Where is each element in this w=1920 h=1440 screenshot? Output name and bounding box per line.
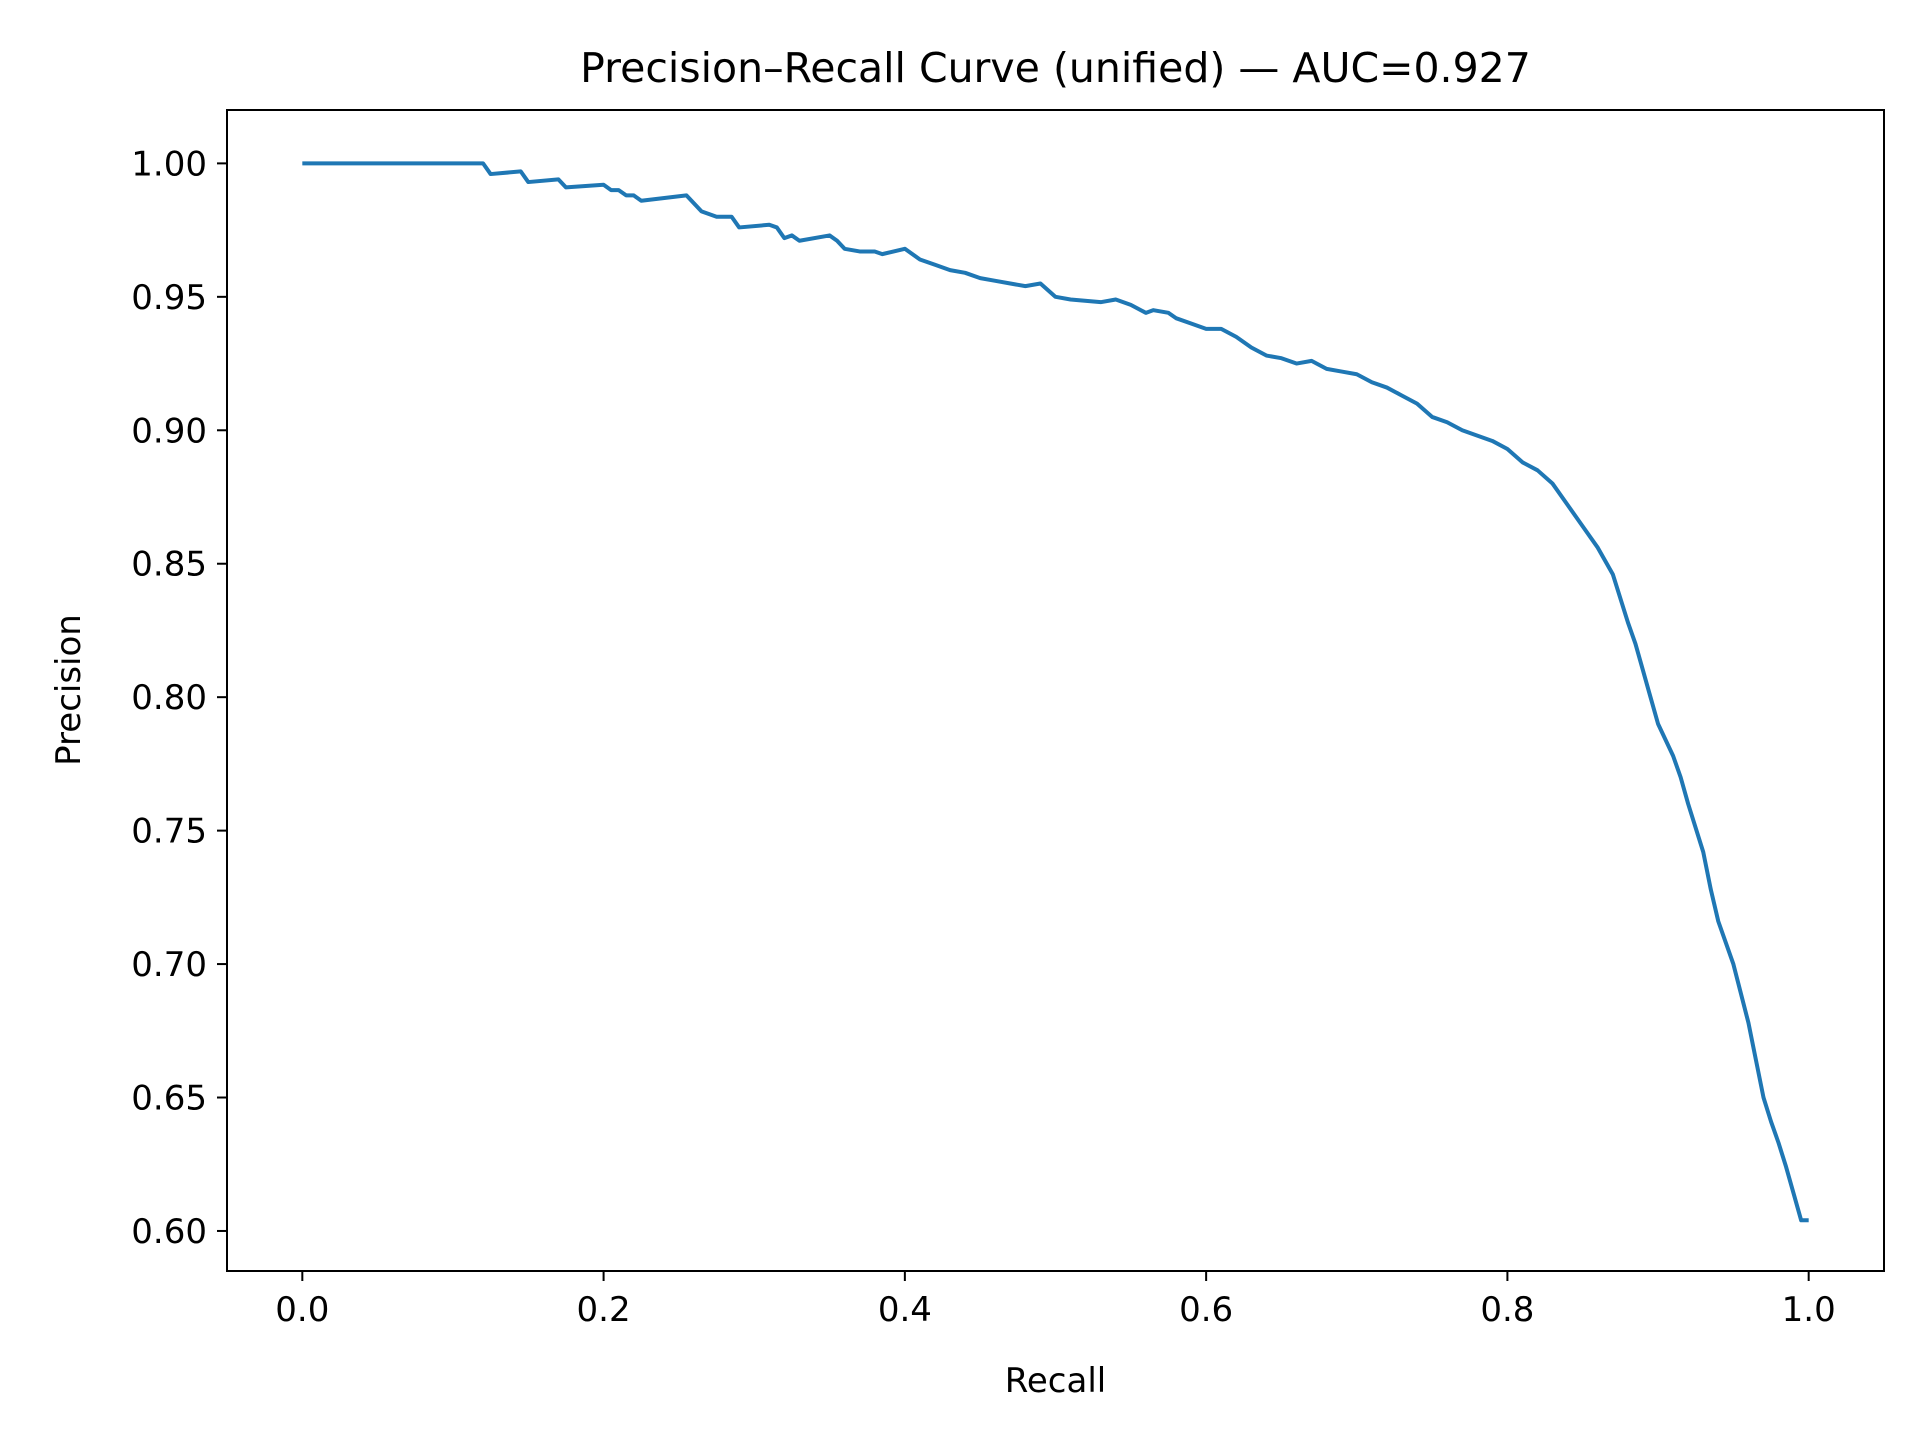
y-axis-title: Precision [49, 614, 89, 766]
x-tick-label: 0.2 [577, 1290, 631, 1330]
x-tick-label: 1.0 [1782, 1290, 1836, 1330]
y-axis-ticks: 0.60 0.65 0.70 0.75 0.80 0.85 0.90 0.95 1.00 [131, 144, 227, 1252]
x-tick-label: 0.8 [1480, 1290, 1534, 1330]
chart-title: Precision–Recall Curve (unified) — AUC=0… [580, 44, 1531, 92]
y-tick-label: 0.70 [131, 945, 207, 985]
x-axis-ticks: 0.0 0.2 0.4 0.6 0.8 1.0 [275, 1271, 1836, 1330]
x-tick-label: 0.0 [275, 1290, 329, 1330]
y-tick-label: 1.00 [131, 144, 207, 184]
y-tick-label: 0.95 [131, 278, 207, 318]
y-tick-label: 0.85 [131, 545, 207, 585]
precision-recall-series-line [302, 161, 1809, 1223]
y-tick-label: 0.60 [131, 1212, 207, 1252]
y-tick-label: 0.80 [131, 678, 207, 718]
x-axis-title: Recall [1005, 1361, 1106, 1401]
plot-frame [226, 109, 1885, 1272]
y-tick-label: 0.65 [131, 1079, 207, 1119]
plot-area-background [227, 110, 1884, 1271]
x-tick-label: 0.4 [878, 1290, 932, 1330]
y-tick-label: 0.75 [131, 812, 207, 852]
series-layer [302, 161, 1809, 1223]
y-tick-label: 0.90 [131, 411, 207, 451]
x-tick-label: 0.6 [1179, 1290, 1233, 1330]
